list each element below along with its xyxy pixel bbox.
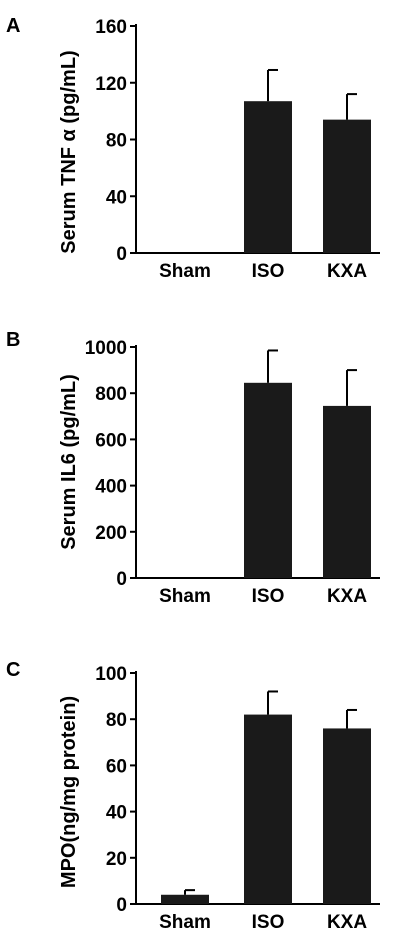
x-tick-label-a-kxa: KXA (327, 261, 367, 282)
x-tick-label-c-iso: ISO (252, 912, 285, 933)
y-tick-label-a-80: 80 (106, 131, 127, 152)
y-tick-label-c-60: 60 (106, 756, 127, 777)
y-tick-label-c-20: 20 (106, 849, 127, 870)
bars-a (244, 68, 371, 253)
bar-b-kxa (323, 405, 371, 578)
panel-b: B Serum IL6 (pg/mL) 0 200 400 600 800 1000 Sh… (6, 329, 380, 607)
panel-c: C MPO(ng/mg protein) 0 20 40 60 80 100 Sham IS… (6, 659, 380, 933)
y-tick-label-b-800: 800 (95, 384, 127, 405)
y-tick-label-a-120: 120 (95, 74, 127, 95)
y-tick-label-b-600: 600 (95, 430, 127, 451)
panel-label-a: A (6, 15, 20, 37)
x-tick-labels-a: Sham ISO KXA (159, 261, 367, 282)
y-ticks-a: 0 40 80 120 160 (95, 17, 136, 265)
y-axis-label-b: Serum IL6 (pg/mL) (58, 374, 80, 550)
y-axis-label-c: MPO(ng/mg protein) (58, 696, 80, 888)
x-tick-labels-c: Sham ISO KXA (159, 912, 367, 933)
x-tick-label-b-sham: Sham (159, 586, 211, 607)
y-tick-label-a-0: 0 (116, 244, 127, 265)
bar-c-sham (161, 894, 209, 904)
y-axis-label-a: Serum TNF α (pg/mL) (58, 50, 80, 253)
y-ticks-b: 0 200 400 600 800 1000 (85, 338, 136, 590)
x-tick-label-a-sham: Sham (159, 261, 211, 282)
x-tick-label-a-iso: ISO (252, 261, 285, 282)
panel-label-b: B (6, 329, 20, 351)
y-tick-label-c-0: 0 (116, 895, 127, 916)
y-tick-label-a-160: 160 (95, 17, 127, 38)
y-tick-label-b-200: 200 (95, 523, 127, 544)
bars-b (244, 349, 371, 578)
y-tick-label-c-100: 100 (95, 664, 127, 685)
bar-a-iso (244, 101, 292, 253)
x-tick-labels-b: Sham ISO KXA (159, 586, 367, 607)
y-tick-label-a-40: 40 (106, 187, 127, 208)
y-ticks-c: 0 20 40 60 80 100 (95, 664, 136, 916)
panel-label-c: C (6, 659, 20, 681)
x-tick-label-b-kxa: KXA (327, 586, 367, 607)
panel-a: A Serum TNF α (pg/mL) 0 40 80 120 160 Sham IS… (6, 15, 380, 282)
bar-c-kxa (323, 728, 371, 904)
x-tick-label-c-kxa: KXA (327, 912, 367, 933)
bar-c-iso (244, 714, 292, 904)
y-tick-label-c-80: 80 (106, 710, 127, 731)
x-tick-label-b-iso: ISO (252, 586, 285, 607)
y-tick-label-c-40: 40 (106, 803, 127, 824)
y-tick-label-b-0: 0 (116, 569, 127, 590)
x-tick-label-c-sham: Sham (159, 912, 211, 933)
bar-b-iso (244, 382, 292, 578)
bars-c (161, 690, 371, 904)
bar-a-kxa (323, 119, 371, 253)
y-tick-label-b-1000: 1000 (85, 338, 127, 359)
y-tick-label-b-400: 400 (95, 477, 127, 498)
